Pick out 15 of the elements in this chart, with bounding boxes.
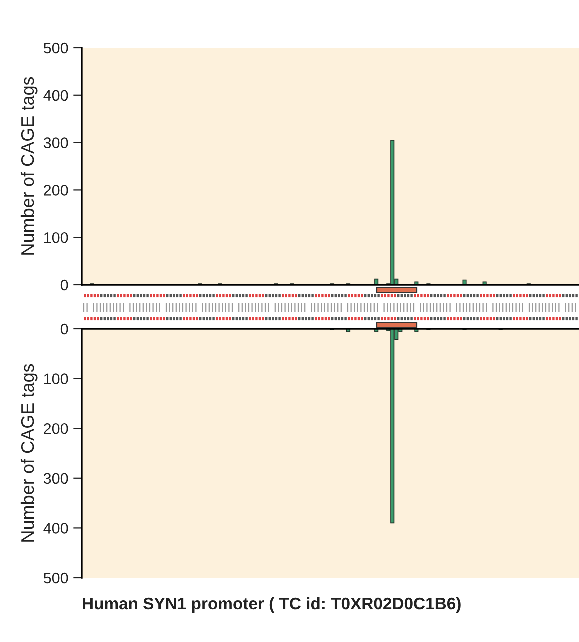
y-axis-title: Number of CAGE tags (20, 364, 38, 542)
y-tick-label: 0 (60, 324, 68, 335)
y-tick-label: 200 (44, 423, 68, 434)
y-tick-label: 200 (44, 185, 68, 196)
y-tick-label: 400 (44, 90, 68, 102)
y-tick-label: 300 (44, 473, 68, 484)
y-tick-label: 500 (44, 42, 68, 54)
y-tick-label: 400 (44, 523, 68, 534)
y-axis-title: Number of CAGE tags (20, 77, 38, 255)
y-tick-label: 100 (44, 232, 68, 244)
y-tick-label: 100 (44, 374, 68, 384)
y-tick-label: 500 (44, 572, 68, 584)
y-tick-label: 0 (60, 280, 68, 291)
x-axis-title: Human SYN1 promoter ( TC id: T0XR02D0C1B6) (83, 597, 461, 613)
y-tick-label: 300 (44, 138, 68, 148)
